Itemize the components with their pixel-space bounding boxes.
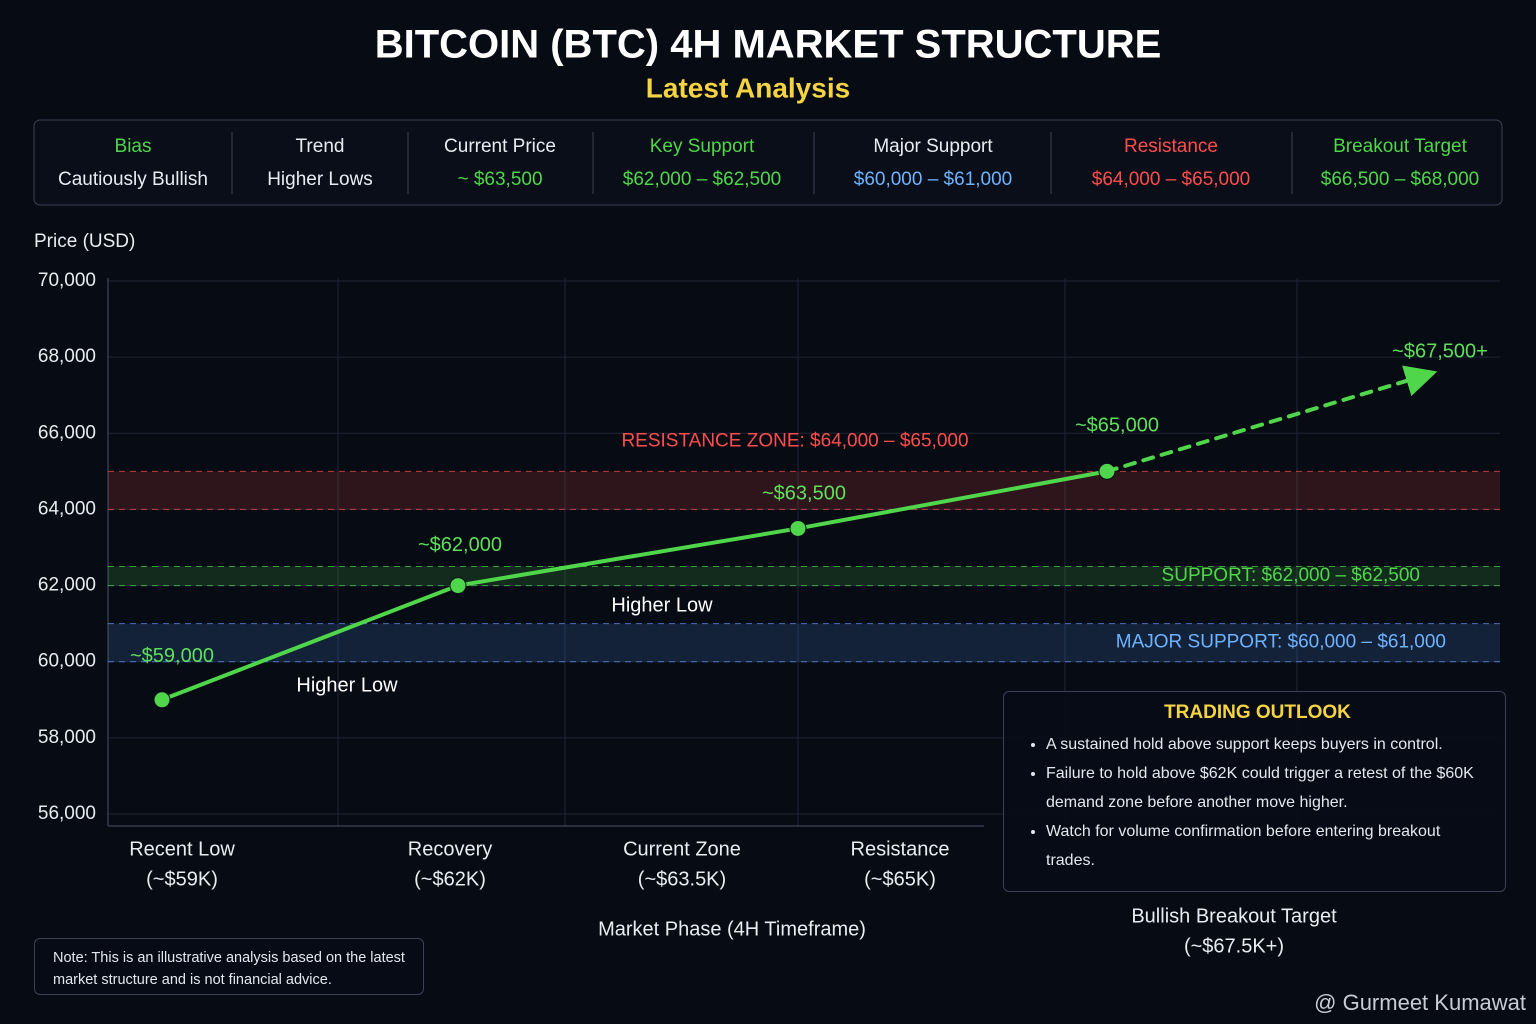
summary-label: Resistance <box>1124 136 1218 157</box>
point <box>153 691 171 709</box>
point <box>789 519 807 537</box>
y-tick-label: 66,000 <box>38 422 96 443</box>
y-tick-label: 68,000 <box>38 346 96 367</box>
summary-value: $66,500 – $68,000 <box>1321 169 1480 190</box>
title: BITCOIN (BTC) 4H MARKET STRUCTURE <box>375 23 1162 67</box>
summary-value: Higher Lows <box>267 169 373 190</box>
band-label: RESISTANCE ZONE: $64,000 – $65,000 <box>621 430 968 451</box>
summary-label: Major Support <box>873 136 993 157</box>
outlook-box: TRADING OUTLOOK A sustained hold above s… <box>1003 691 1506 892</box>
summary-value: $62,000 – $62,500 <box>623 169 782 190</box>
x-tick-note: (~$62K) <box>414 868 486 890</box>
summary-label: Bias <box>115 136 152 157</box>
note: Note: This is an illustrative analysis b… <box>34 938 424 995</box>
x-tick-note: (~$59K) <box>146 868 218 890</box>
series-line <box>1105 365 1438 474</box>
summary-value: ~ $63,500 <box>457 169 542 190</box>
summary-value: $64,000 – $65,000 <box>1092 169 1251 190</box>
band-label: SUPPORT: $62,000 – $62,500 <box>1162 565 1420 586</box>
y-tick-label: 56,000 <box>38 803 96 824</box>
value-label: ~$67,500+ <box>1392 340 1488 362</box>
value-label: ~$62,000 <box>418 534 502 556</box>
outlook-title: TRADING OUTLOOK <box>1164 702 1351 723</box>
y-tick-label: 60,000 <box>38 651 96 672</box>
series-line <box>160 469 1109 702</box>
x-tick-label: Current Zone <box>623 838 741 860</box>
y-tick-label: 62,000 <box>38 575 96 596</box>
watermark: @ Gurmeet Kumawat <box>1314 990 1526 1015</box>
outlook-bullet: Failure to hold above $62K could trigger… <box>1046 759 1487 817</box>
x-tick-label: Bullish Breakout Target <box>1131 905 1337 927</box>
point <box>449 577 467 595</box>
y-tick-label: 70,000 <box>38 270 96 291</box>
x-tick-note: (~$67.5K+) <box>1184 935 1284 957</box>
value-label: ~$63,500 <box>762 483 846 505</box>
y-axis-label: Price (USD) <box>34 231 135 252</box>
x-tick-label: Resistance <box>851 838 950 860</box>
summary-box <box>33 119 1503 206</box>
x-tick-note: (~$63.5K) <box>638 868 726 890</box>
x-tick-label: Recent Low <box>129 838 235 860</box>
band-label: MAJOR SUPPORT: $60,000 – $61,000 <box>1116 632 1446 653</box>
x-axis-label: Market Phase (4H Timeframe) <box>598 918 866 940</box>
summary-label: Trend <box>296 136 345 157</box>
annotation: Higher Low <box>611 594 713 616</box>
x-tick-label: Recovery <box>408 838 492 860</box>
summary-label: Key Support <box>650 136 755 157</box>
y-tick-label: 64,000 <box>38 498 96 519</box>
summary-label: Breakout Target <box>1333 136 1468 157</box>
value-label: ~$59,000 <box>130 645 214 667</box>
chart: Price (USD) Market Phase (4H Timeframe) 56… <box>34 231 1500 957</box>
value-label: ~$65,000 <box>1075 415 1159 437</box>
outlook-bullet: A sustained hold above support keeps buy… <box>1046 730 1487 759</box>
annotation: Higher Low <box>296 674 398 696</box>
summary-value: $60,000 – $61,000 <box>854 169 1013 190</box>
summary: Bias Cautiously Bullish Trend Higher Lows Cu… <box>58 132 1479 194</box>
y-tick-label: 58,000 <box>38 727 96 748</box>
outlook-bullet: Watch for volume confirmation before ent… <box>1046 817 1487 875</box>
subtitle: Latest Analysis <box>646 72 850 103</box>
band <box>108 471 1500 510</box>
summary-value: Cautiously Bullish <box>58 169 208 190</box>
summary-label: Current Price <box>444 136 556 157</box>
outlook-list: A sustained hold above support keeps buy… <box>1028 730 1487 875</box>
x-tick-note: (~$65K) <box>864 868 936 890</box>
